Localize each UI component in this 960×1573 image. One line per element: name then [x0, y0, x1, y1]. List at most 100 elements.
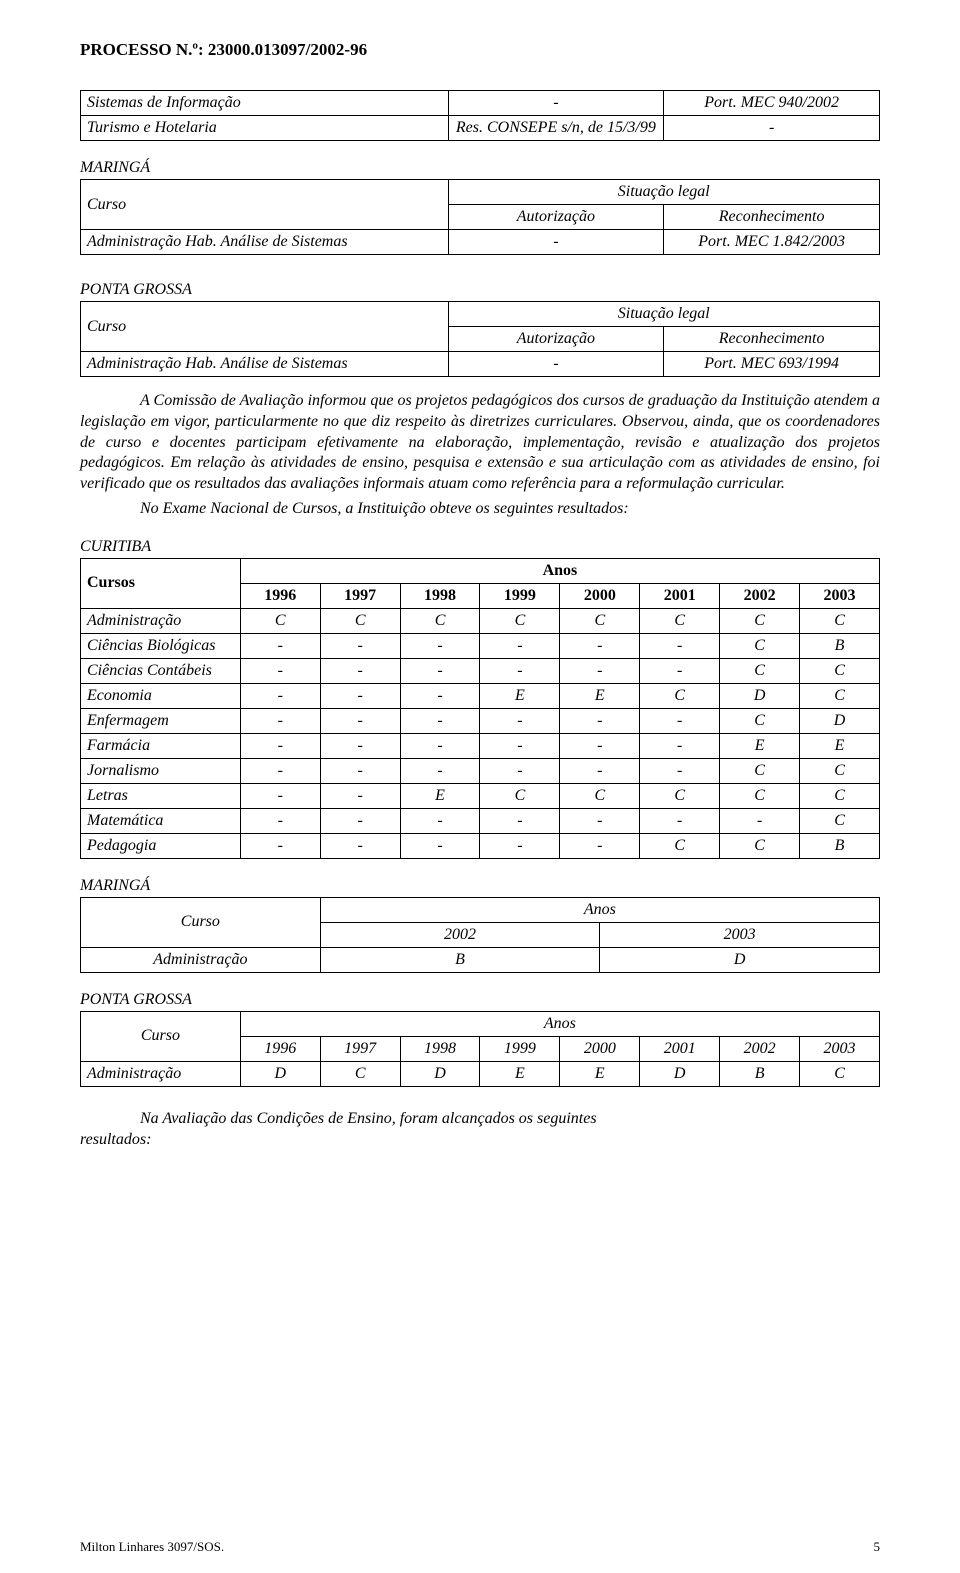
- cell: C: [720, 608, 800, 633]
- cell: -: [240, 683, 320, 708]
- section-title-maringa-2: MARINGÁ: [80, 877, 880, 895]
- cell: -: [320, 708, 400, 733]
- head-aut: Autorização: [448, 205, 664, 230]
- cell: C: [800, 808, 880, 833]
- cell: -: [240, 708, 320, 733]
- cell: -: [400, 833, 480, 858]
- cell: -: [560, 658, 640, 683]
- year: 2002: [720, 583, 800, 608]
- cell: E: [480, 683, 560, 708]
- year: 1996: [240, 583, 320, 608]
- cell: C: [480, 783, 560, 808]
- year: 1998: [400, 583, 480, 608]
- cell: -: [448, 352, 664, 377]
- cell: C: [640, 608, 720, 633]
- cell: C: [640, 783, 720, 808]
- cell: Ciências Contábeis: [81, 658, 241, 683]
- cell: C: [640, 833, 720, 858]
- year: 2000: [560, 1036, 640, 1061]
- table-row: Farmácia------EE: [81, 733, 880, 758]
- section-title-pontagrossa-2: PONTA GROSSA: [80, 991, 880, 1009]
- paragraph-2: No Exame Nacional de Cursos, a Instituiç…: [80, 499, 880, 520]
- year: 2000: [560, 583, 640, 608]
- paragraph-2-text: No Exame Nacional de Cursos, a Instituiç…: [140, 500, 629, 517]
- table-row: Pedagogia-----CCB: [81, 833, 880, 858]
- cell: E: [560, 683, 640, 708]
- cell: C: [480, 608, 560, 633]
- cell: B: [800, 633, 880, 658]
- cell: E: [800, 733, 880, 758]
- cell: B: [320, 947, 600, 972]
- table-row: Enfermagem------CD: [81, 708, 880, 733]
- table-row: Administração Hab. Análise de Sistemas -…: [81, 230, 880, 255]
- head-curso: Curso: [81, 1011, 241, 1061]
- table-pontagrossa-legal: Curso Situação legal Autorização Reconhe…: [80, 301, 880, 377]
- cell: -: [480, 733, 560, 758]
- cell: Pedagogia: [81, 833, 241, 858]
- year: 1997: [320, 1036, 400, 1061]
- cell: C: [800, 758, 880, 783]
- cell: -: [320, 833, 400, 858]
- head-cursos: Cursos: [81, 558, 241, 608]
- cell: C: [720, 633, 800, 658]
- table-maringa-anos: Curso Anos 2002 2003 Administração B D: [80, 897, 880, 973]
- processo-header: PROCESSO N.º: 23000.013097/2002-96: [80, 40, 880, 60]
- section-title-pontagrossa: PONTA GROSSA: [80, 281, 880, 299]
- year: 2001: [640, 583, 720, 608]
- cell: D: [600, 947, 880, 972]
- cell: -: [560, 633, 640, 658]
- head-curso: Curso: [81, 180, 449, 230]
- table-row: Cursos Anos: [81, 558, 880, 583]
- cell: -: [400, 633, 480, 658]
- cell: D: [800, 708, 880, 733]
- table-row: Economia---EECDC: [81, 683, 880, 708]
- cell: -: [320, 758, 400, 783]
- cell: Administração: [81, 608, 241, 633]
- table-row: AdministraçãoCCCCCCCC: [81, 608, 880, 633]
- cell: -: [320, 808, 400, 833]
- cell: -: [560, 758, 640, 783]
- cell: Jornalismo: [81, 758, 241, 783]
- head-anos: Anos: [320, 897, 879, 922]
- cell: E: [720, 733, 800, 758]
- cell: C: [800, 608, 880, 633]
- footer-page-number: 5: [874, 1539, 881, 1555]
- cell: C: [720, 783, 800, 808]
- cell: -: [640, 808, 720, 833]
- cell: -: [400, 808, 480, 833]
- cell: -: [320, 633, 400, 658]
- cell: -: [240, 833, 320, 858]
- cell: -: [640, 758, 720, 783]
- cell: -: [320, 683, 400, 708]
- head-aut: Autorização: [448, 327, 664, 352]
- year: 2003: [600, 922, 880, 947]
- cell: Letras: [81, 783, 241, 808]
- cell: C: [720, 708, 800, 733]
- cell: -: [480, 708, 560, 733]
- cell: Port. MEC 1.842/2003: [664, 230, 880, 255]
- cell: C: [800, 658, 880, 683]
- cell: Sistemas de Informação: [81, 91, 449, 116]
- table-row: Administração B D: [81, 947, 880, 972]
- cell: C: [320, 1061, 400, 1086]
- year: 2003: [800, 583, 880, 608]
- cell: -: [480, 658, 560, 683]
- head-rec: Reconhecimento: [664, 327, 880, 352]
- cell: -: [560, 708, 640, 733]
- year: 1996: [240, 1036, 320, 1061]
- year: 1999: [480, 583, 560, 608]
- head-curso: Curso: [81, 302, 449, 352]
- cell: Res. CONSEPE s/n, de 15/3/99: [448, 116, 664, 141]
- table-row: Turismo e Hotelaria Res. CONSEPE s/n, de…: [81, 116, 880, 141]
- cell: C: [560, 783, 640, 808]
- cell: D: [720, 683, 800, 708]
- cell: -: [560, 808, 640, 833]
- table-row: Curso Anos: [81, 1011, 880, 1036]
- head-situacao: Situação legal: [448, 302, 879, 327]
- table-row: Curso Situação legal: [81, 180, 880, 205]
- table-maringa-legal: Curso Situação legal Autorização Reconhe…: [80, 179, 880, 255]
- cell: -: [400, 708, 480, 733]
- cell: C: [640, 683, 720, 708]
- cell: Economia: [81, 683, 241, 708]
- cell: -: [240, 658, 320, 683]
